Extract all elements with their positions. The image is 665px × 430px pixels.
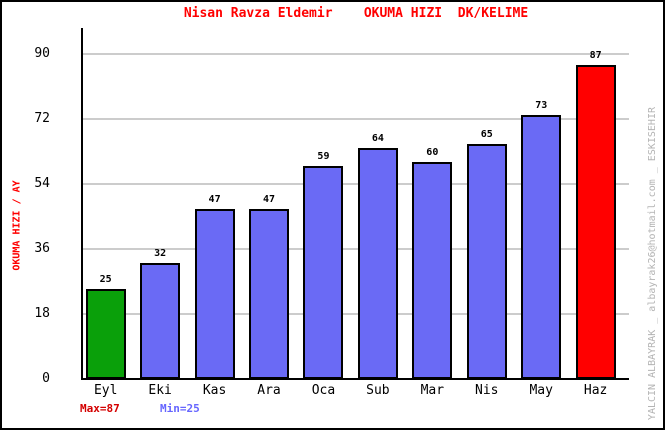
bar [521,115,562,379]
x-tick-label: Haz [583,383,608,398]
y-tick-label: 36 [34,240,50,256]
y-tick-label: 54 [34,175,50,191]
gridline [83,117,629,120]
min-label: Min=25 [160,402,200,415]
gridline [83,52,629,55]
bar-value-label: 32 [154,248,167,260]
bar-value-label: 87 [589,49,602,61]
max-label: Max=87 [80,402,120,415]
bar [140,263,181,379]
bar [249,209,290,379]
y-tick-label: 18 [34,305,50,321]
bar-value-label: 65 [480,129,493,141]
bar-value-label: 47 [262,194,276,206]
bar [466,144,507,379]
x-axis-line [81,378,629,380]
bar [357,147,398,379]
bar [194,209,235,379]
y-tick-label: 0 [42,370,50,386]
bar-value-label: 59 [317,150,330,162]
y-tick-label: 90 [34,45,50,61]
bar-value-label: 73 [535,100,548,112]
x-tick-label: Ara [257,383,281,398]
x-tick-label: Oca [311,383,336,398]
y-tick-label: 72 [34,110,50,126]
gridline [83,312,629,315]
gridline [83,247,629,250]
bar-value-label: 64 [371,132,384,144]
x-tick-label: May [529,383,553,398]
bar [85,288,126,379]
x-tick-label: Kas [202,383,227,398]
bar [303,165,344,379]
y-axis-line [81,28,83,380]
chart-title: Nisan Ravza Eldemir OKUMA HIZI DK/KELIME [183,6,529,21]
watermark: YALCIN ALBAYRAK _ albayrak26@hotmail.com… [647,106,658,420]
x-tick-label: Eki [148,383,172,398]
bar-value-label: 25 [99,273,112,285]
bar-value-label: 47 [208,194,221,206]
bar-value-label: 60 [426,147,439,159]
x-tick-label: Mar [420,383,445,398]
x-tick-label: Sub [366,383,390,398]
gridline [83,182,629,185]
x-tick-label: Nis [475,383,499,398]
bar [412,162,453,379]
bar [575,64,616,379]
x-tick-label: Eyl [93,383,118,398]
